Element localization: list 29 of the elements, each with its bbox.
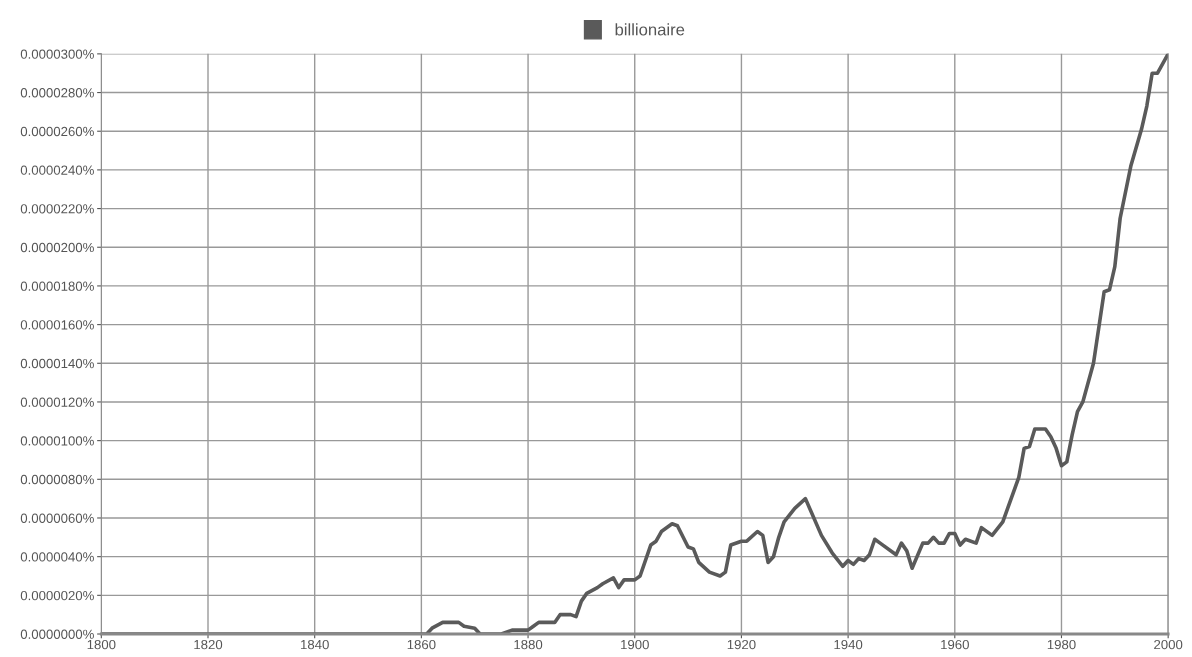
x-tick-label: 1820 xyxy=(194,639,223,650)
legend-label: billionaire xyxy=(615,23,685,36)
y-tick-label: 0.0000300% xyxy=(20,49,94,59)
line-series xyxy=(101,53,1169,634)
y-tick-label: 0.0000140% xyxy=(20,358,94,369)
y-tick-label: 0.0000060% xyxy=(20,513,94,523)
x-tick-label: 1880 xyxy=(514,639,543,650)
y-tick-label: 0.0000280% xyxy=(20,88,94,98)
y-tick-label: 0.0000260% xyxy=(20,126,94,137)
y-tick-label: 0.0000020% xyxy=(20,590,94,601)
x-tick-label: 1800 xyxy=(87,639,116,650)
y-tick-label: 0.0000220% xyxy=(20,204,94,214)
y-tick-label: 0.0000240% xyxy=(20,165,94,175)
x-tick-label: 1980 xyxy=(1047,639,1076,650)
x-tick-label: 1920 xyxy=(727,639,756,650)
y-tick-label: 0.0000180% xyxy=(20,281,94,291)
y-tick-label: 0.0000040% xyxy=(20,552,94,562)
x-tick-label: 1960 xyxy=(941,639,969,650)
x-tick-label: 1860 xyxy=(407,639,436,650)
y-tick-label: 0.0000160% xyxy=(20,320,94,330)
y-tick-label: 0.0000100% xyxy=(20,436,94,446)
y-tick-label: 0.0000080% xyxy=(20,474,94,485)
x-tick-label: 1940 xyxy=(834,639,863,650)
x-tick-label: 2000 xyxy=(1154,639,1183,650)
y-tick-label: 0.0000200% xyxy=(20,242,94,253)
x-tick-label: 1900 xyxy=(621,639,649,650)
y-tick-label: 0.0000000% xyxy=(20,629,94,639)
x-tick-label: 1840 xyxy=(301,639,329,650)
y-tick-label: 0.0000120% xyxy=(20,397,94,407)
